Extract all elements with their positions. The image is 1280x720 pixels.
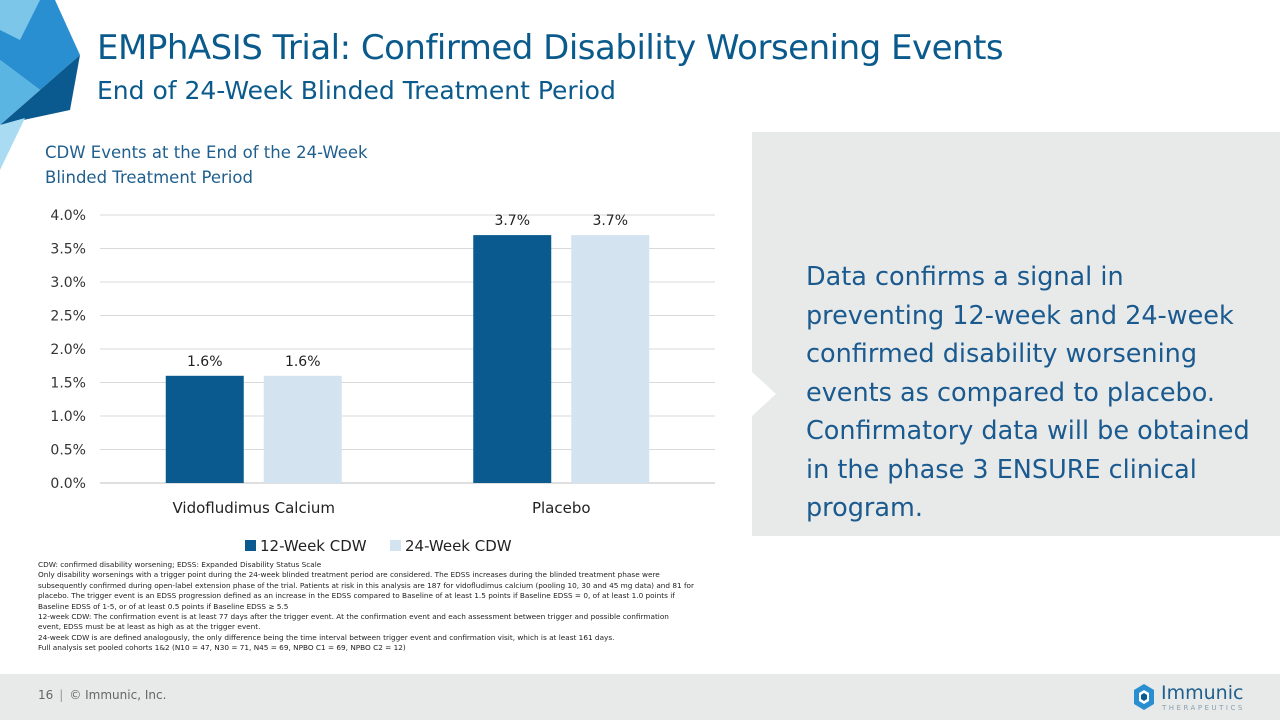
y-tick-label: 3.0% — [50, 275, 86, 291]
x-category-label: Placebo — [532, 499, 591, 517]
callout-text: Data confirms a signal in preventing 12-… — [806, 262, 1250, 523]
chart-title: CDW Events at the End of the 24-Week Bli… — [45, 143, 368, 187]
bar — [473, 235, 552, 483]
footnote-line: Only disability worsenings with a trigge… — [38, 570, 660, 580]
bar — [165, 375, 244, 483]
footnote-line: Full analysis set pooled cohorts 1&2 (N1… — [38, 643, 406, 653]
bar — [263, 375, 342, 483]
logo-tagline: THERAPEUTICS — [1162, 704, 1245, 712]
bar — [571, 235, 650, 483]
page-number: 16 — [38, 688, 54, 702]
y-tick-label: 1.5% — [50, 376, 86, 392]
footnote-line: subsequently confirmed during open-label… — [38, 580, 695, 590]
y-tick-label: 2.0% — [50, 342, 86, 358]
legend-label: 12-Week CDW — [260, 537, 367, 555]
y-tick-label: 1.0% — [50, 409, 86, 425]
footnote-line: event, EDSS must be at least as high as … — [38, 622, 261, 632]
x-category-label: Vidofludimus Calcium — [172, 499, 335, 517]
footer-info: 16 | © Immunic, Inc. — [38, 688, 167, 702]
y-tick-label: 2.5% — [50, 309, 86, 325]
callout-notch — [752, 372, 776, 416]
logo-name: Immunic — [1161, 682, 1244, 704]
data-label: 1.6% — [187, 354, 223, 370]
y-tick-label: 0.5% — [50, 443, 86, 459]
legend-swatch — [245, 540, 256, 551]
footnote-line: 24-week CDW is are defined analogously, … — [38, 632, 615, 642]
y-tick-label: 0.0% — [50, 476, 86, 492]
slide-subtitle: End of 24-Week Blinded Treatment Period — [97, 76, 616, 105]
y-tick-label: 4.0% — [50, 208, 86, 224]
callout-panel — [752, 132, 1280, 536]
footer-bar — [0, 674, 1280, 720]
data-label: 1.6% — [285, 354, 321, 370]
footnote-line: Baseline EDSS of 1-5, or of at least 0.5… — [38, 601, 289, 611]
slide-title: EMPhASIS Trial: Confirmed Disability Wor… — [97, 28, 1004, 68]
copyright: © Immunic, Inc. — [69, 688, 167, 702]
legend-swatch — [390, 540, 401, 551]
corner-decoration — [0, 0, 80, 170]
immunic-logo-icon — [1134, 684, 1154, 710]
footnotes: CDW: confirmed disability worsening; EDS… — [38, 560, 728, 654]
legend-label: 24-Week CDW — [405, 537, 512, 555]
data-label: 3.7% — [592, 213, 628, 229]
footnote-line: placebo. The trigger event is an EDSS pr… — [38, 591, 675, 601]
footnote-line: CDW: confirmed disability worsening; EDS… — [38, 560, 322, 569]
footnote-line: 12-week CDW: The confirmation event is a… — [38, 612, 669, 622]
data-label: 3.7% — [494, 213, 530, 229]
y-tick-label: 3.5% — [50, 242, 86, 258]
